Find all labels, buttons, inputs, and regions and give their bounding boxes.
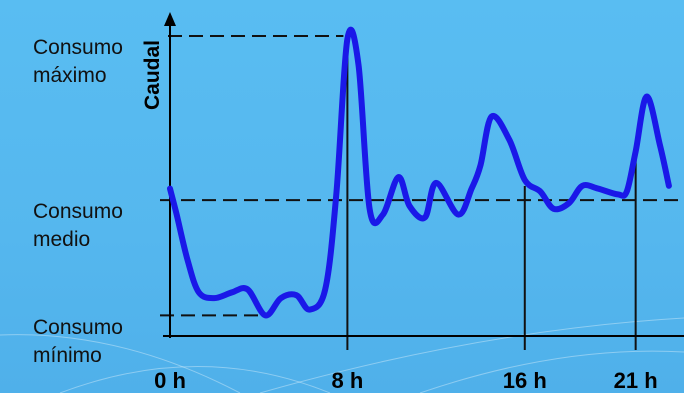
consumption-series-line (167, 26, 672, 319)
x-tick-label: 16 h (503, 368, 547, 393)
reference-label-max: máximo (33, 64, 107, 87)
decorative-swoosh (59, 366, 331, 393)
reference-label-mean: medio (33, 228, 90, 251)
decorative-swoosh (419, 350, 684, 393)
reference-label-min: Consumo (33, 316, 123, 339)
tick-markers (346, 44, 637, 350)
y-axis-arrowhead (164, 12, 176, 26)
y-axis-title: Caudal (141, 40, 164, 110)
reference-label-min: mínimo (33, 344, 102, 367)
decorative-swoosh (259, 317, 684, 393)
x-tick-label: 21 h (614, 368, 658, 393)
reference-level-labels: Consumo máximo Consumo medio Consumo mínimo (33, 36, 123, 367)
x-tick-label: 8 h (331, 368, 363, 393)
reference-lines (160, 35, 680, 317)
x-tick-labels: 0 h 8 h 16 h 21 h (154, 368, 658, 393)
decorative-swoosh (0, 334, 241, 393)
reference-label-mean: Consumo (33, 200, 123, 223)
reference-label-max: Consumo (33, 36, 123, 59)
x-tick-label: 0 h (154, 368, 186, 393)
